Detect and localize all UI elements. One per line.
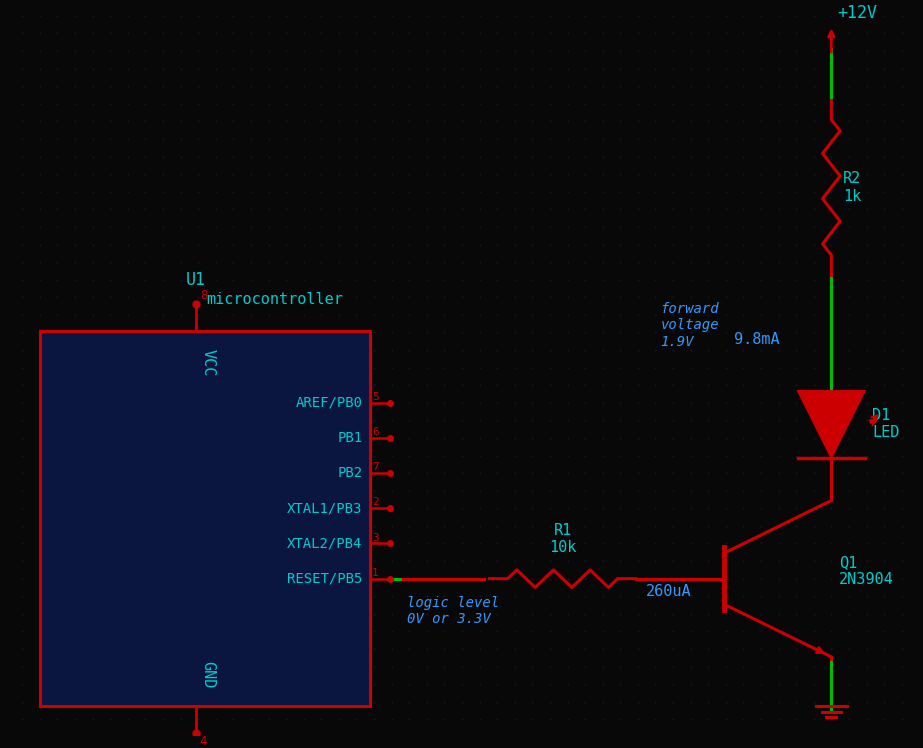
Text: logic level
0V or 3.3V: logic level 0V or 3.3V <box>407 596 499 627</box>
Text: U1: U1 <box>186 272 206 289</box>
Text: XTAL2/PB4: XTAL2/PB4 <box>287 536 363 551</box>
Text: microcontroller: microcontroller <box>206 292 342 307</box>
Text: 4: 4 <box>199 735 207 748</box>
Bar <box>40 331 370 705</box>
Text: RESET/PB5: RESET/PB5 <box>287 571 363 586</box>
Text: +12V: +12V <box>837 4 877 22</box>
Text: GND: GND <box>200 660 215 688</box>
Polygon shape <box>798 391 865 458</box>
Text: 2: 2 <box>372 497 378 507</box>
Text: VCC: VCC <box>200 349 215 376</box>
Text: R1
10k: R1 10k <box>549 523 576 555</box>
Text: 9.8mA: 9.8mA <box>734 332 779 347</box>
Text: 260uA: 260uA <box>646 584 691 599</box>
Text: D1
LED: D1 LED <box>872 408 900 441</box>
Text: Q1
2N3904: Q1 2N3904 <box>839 555 893 587</box>
Text: 7: 7 <box>372 462 378 472</box>
Text: R2
1k: R2 1k <box>843 171 861 203</box>
Text: PB1: PB1 <box>337 431 363 445</box>
Text: 5: 5 <box>372 392 378 402</box>
Text: PB2: PB2 <box>337 466 363 480</box>
Text: 1: 1 <box>372 568 378 577</box>
Text: XTAL1/PB3: XTAL1/PB3 <box>287 501 363 515</box>
Text: AREF/PB0: AREF/PB0 <box>295 396 363 410</box>
Text: 8: 8 <box>200 289 208 302</box>
Text: 3: 3 <box>372 533 378 542</box>
Text: 6: 6 <box>372 427 378 437</box>
Text: forward
voltage
1.9V: forward voltage 1.9V <box>660 302 719 349</box>
